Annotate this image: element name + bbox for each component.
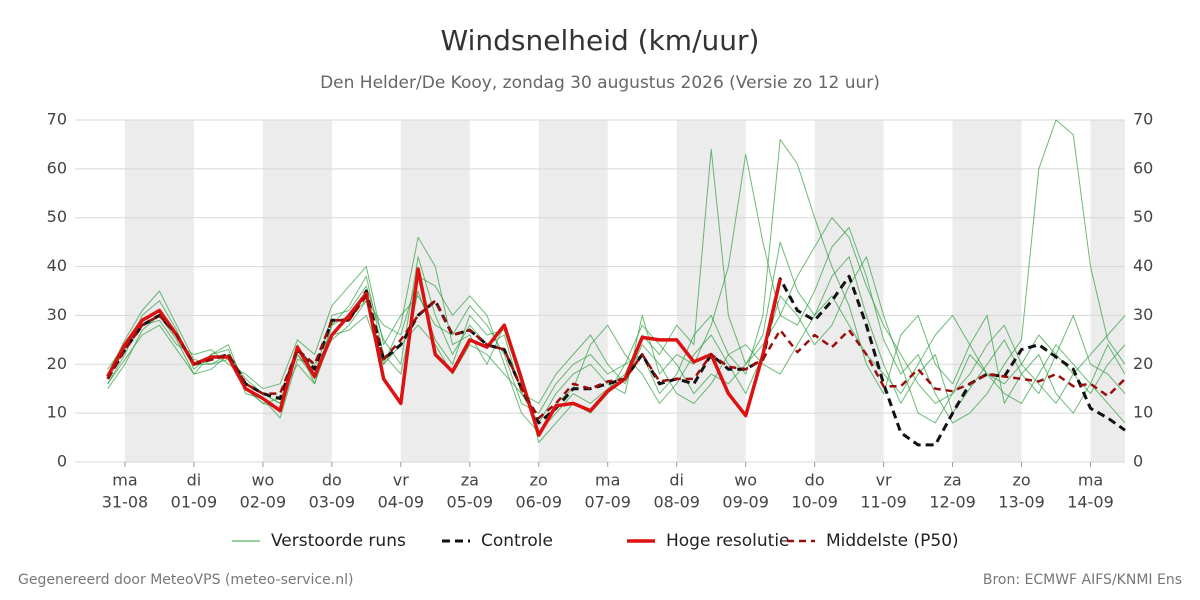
day-band: [676, 120, 746, 462]
legend-label: Middelste (P50): [826, 531, 959, 551]
y-tick-label: 0: [57, 452, 67, 471]
y2-tick-label: 20: [1133, 354, 1153, 373]
x-tick-weekday: di: [187, 471, 202, 490]
y-tick-label: 60: [47, 158, 67, 177]
x-tick-weekday: wo: [251, 471, 274, 490]
x-tick-label: 01-09: [171, 493, 218, 512]
x-tick-label: 09-09: [722, 493, 769, 512]
x-tick-weekday: ma: [112, 471, 137, 490]
legend-label: Controle: [481, 531, 553, 551]
ensemble-line: [107, 217, 1126, 414]
footer-right: Bron: ECMWF AIFS/KNMI Ens: [983, 572, 1182, 588]
x-tick-label: 10-09: [791, 493, 838, 512]
x-tick-label: 11-09: [860, 493, 907, 512]
ensemble-line: [107, 295, 1126, 404]
x-tick-weekday: zo: [1012, 471, 1030, 490]
y2-tick-label: 0: [1133, 452, 1143, 471]
footer-left: Gegenereerd door MeteoVPS (meteo-service…: [18, 572, 353, 588]
x-tick-label: 31-08: [102, 493, 149, 512]
y2-tick-label: 50: [1133, 207, 1153, 226]
y-tick-label: 10: [47, 403, 67, 422]
y-tick-label: 50: [47, 207, 67, 226]
x-tick-label: 06-09: [516, 493, 563, 512]
day-band: [1090, 120, 1125, 462]
series-line: [106, 274, 1126, 447]
x-tick-label: 14-09: [1067, 493, 1114, 512]
day-band: [814, 120, 884, 462]
x-tick-weekday: zo: [530, 471, 548, 490]
x-tick-label: 12-09: [929, 493, 976, 512]
x-tick-weekday: di: [669, 471, 684, 490]
x-tick-weekday: do: [805, 471, 825, 490]
x-tick-label: 05-09: [447, 493, 494, 512]
x-tick-weekday: wo: [734, 471, 757, 490]
x-tick-label: 07-09: [584, 493, 631, 512]
x-tick-label: 08-09: [653, 493, 700, 512]
day-band: [952, 120, 1022, 462]
x-tick-weekday: vr: [876, 471, 892, 490]
legend-label: Hoge resolutie: [666, 531, 790, 551]
x-tick-weekday: za: [461, 471, 479, 490]
y2-tick-label: 40: [1133, 256, 1153, 275]
chart-title: Windsnelheid (km/uur): [441, 24, 760, 57]
y-tick-label: 20: [47, 354, 67, 373]
y2-tick-label: 30: [1133, 305, 1153, 324]
y-tick-label: 30: [47, 305, 67, 324]
y-tick-label: 70: [47, 110, 67, 129]
y2-tick-label: 10: [1133, 403, 1153, 422]
x-tick-weekday: vr: [393, 471, 409, 490]
y2-tick-label: 70: [1133, 110, 1153, 129]
y2-tick-label: 60: [1133, 158, 1153, 177]
x-tick-weekday: ma: [1078, 471, 1103, 490]
legend-label: Verstoorde runs: [271, 531, 406, 551]
ensemble-line: [107, 256, 1126, 434]
y-tick-label: 40: [47, 256, 67, 275]
x-tick-label: 13-09: [998, 493, 1045, 512]
ensemble-line: [107, 139, 1126, 443]
chart-subtitle: Den Helder/De Kooy, zondag 30 augustus 2…: [320, 73, 880, 93]
x-tick-weekday: do: [322, 471, 342, 490]
x-tick-label: 02-09: [240, 493, 287, 512]
x-tick-label: 03-09: [309, 493, 356, 512]
x-tick-weekday: ma: [595, 471, 620, 490]
x-tick-weekday: za: [943, 471, 961, 490]
day-band: [400, 120, 470, 462]
x-tick-label: 04-09: [378, 493, 425, 512]
